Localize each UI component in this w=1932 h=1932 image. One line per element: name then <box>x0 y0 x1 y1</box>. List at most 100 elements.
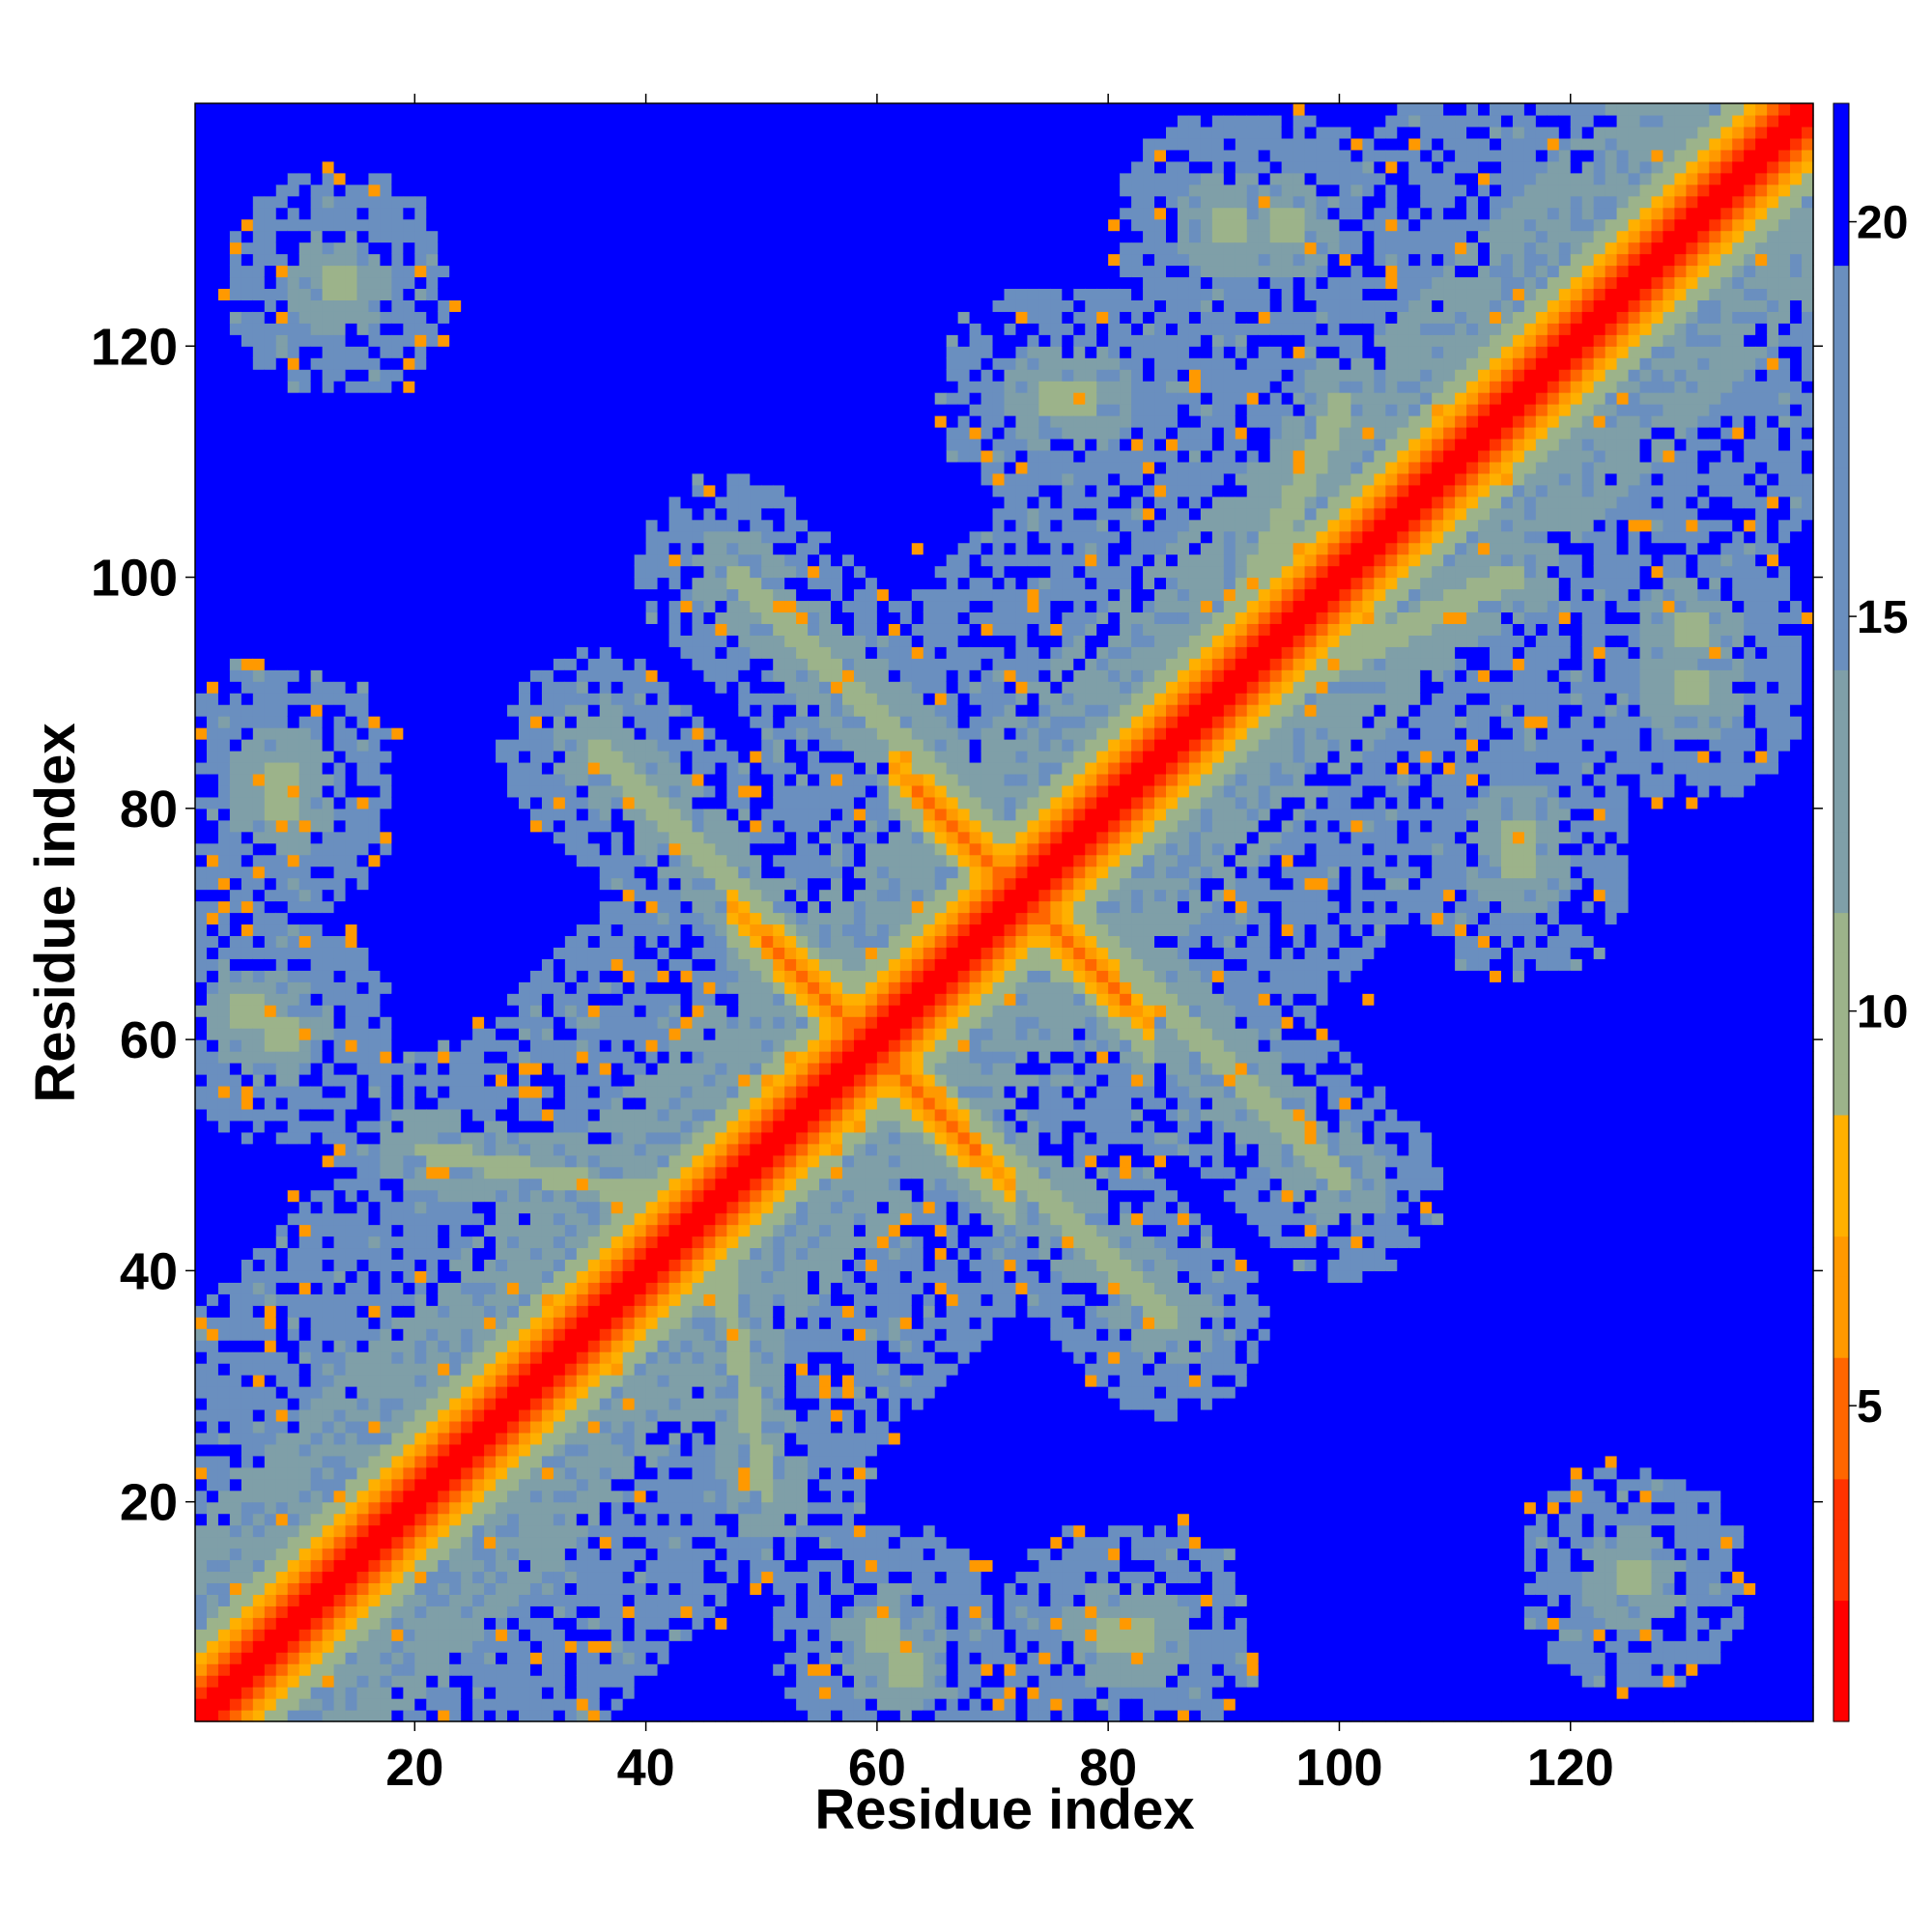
heatmap-cell <box>391 1363 404 1376</box>
heatmap-cell <box>356 507 370 521</box>
heatmap-cell <box>472 554 485 567</box>
heatmap-cell <box>529 842 543 856</box>
heatmap-cell <box>195 1201 208 1214</box>
heatmap-cell <box>564 461 578 474</box>
heatmap-cell <box>206 1351 219 1364</box>
heatmap-cell <box>403 1270 415 1283</box>
heatmap-cell <box>461 184 473 197</box>
heatmap-cell <box>391 1131 404 1145</box>
heatmap-cell <box>472 1571 485 1584</box>
heatmap-cell <box>380 993 392 1006</box>
heatmap-cell <box>403 265 415 278</box>
heatmap-cell <box>356 1605 370 1618</box>
heatmap-cell <box>241 1513 254 1526</box>
heatmap-cell <box>195 1189 208 1203</box>
heatmap-cell <box>587 265 601 278</box>
heatmap-cell <box>403 877 415 891</box>
heatmap-cell <box>264 693 277 705</box>
heatmap-cell <box>541 288 554 300</box>
heatmap-cell <box>391 1224 404 1237</box>
heatmap-cell <box>519 381 531 393</box>
heatmap-cell <box>438 530 450 544</box>
heatmap-cell <box>287 1074 300 1087</box>
heatmap-cell <box>333 1236 347 1249</box>
heatmap-cell <box>206 1455 219 1468</box>
heatmap-cell <box>449 669 462 682</box>
heatmap-cell <box>252 658 266 670</box>
heatmap-cell <box>461 1398 473 1410</box>
heatmap-cell <box>241 1131 254 1145</box>
heatmap-cell <box>298 449 312 463</box>
heatmap-cell <box>541 1640 554 1653</box>
heatmap-cell <box>472 970 485 982</box>
heatmap-cell <box>217 1398 231 1410</box>
heatmap-cell <box>449 819 462 833</box>
heatmap-cell <box>322 392 335 405</box>
heatmap-cell <box>252 288 266 300</box>
heatmap-cell <box>217 1154 231 1168</box>
heatmap-cell <box>287 542 300 555</box>
heatmap-cell <box>529 1513 543 1526</box>
heatmap-cell <box>438 1548 450 1561</box>
heatmap-cell <box>368 704 382 717</box>
heatmap-cell <box>206 496 219 509</box>
heatmap-cell <box>403 1617 415 1630</box>
heatmap-cell <box>438 1201 450 1214</box>
heatmap-cell <box>298 1317 312 1329</box>
heatmap-cell <box>252 1490 266 1503</box>
heatmap-cell <box>217 137 231 151</box>
heatmap-cell <box>252 1675 266 1688</box>
heatmap-cell <box>298 1398 312 1410</box>
heatmap-cell <box>391 1571 404 1584</box>
heatmap-cell <box>298 530 312 544</box>
heatmap-cell <box>507 1629 520 1641</box>
heatmap-cell <box>426 588 439 602</box>
heatmap-cell <box>264 842 277 856</box>
heatmap-cell <box>275 1582 289 1595</box>
heatmap-cell <box>264 1375 277 1387</box>
heatmap-cell <box>449 1478 462 1492</box>
heatmap-cell <box>576 1605 589 1618</box>
heatmap-cell <box>461 253 473 267</box>
heatmap-cell <box>564 1178 578 1191</box>
heatmap-cell <box>275 126 289 139</box>
heatmap-cell <box>449 1259 462 1271</box>
heatmap-cell <box>529 947 543 959</box>
heatmap-cell <box>310 935 324 948</box>
heatmap-cell <box>529 1074 543 1087</box>
heatmap-cell <box>380 1259 392 1271</box>
heatmap-cell <box>380 739 392 752</box>
heatmap-cell <box>449 160 462 174</box>
heatmap-cell <box>345 323 358 335</box>
heatmap-cell <box>391 449 404 463</box>
heatmap-cell <box>252 1513 266 1526</box>
heatmap-cell <box>438 195 450 209</box>
heatmap-cell <box>368 1478 382 1492</box>
heatmap-cell <box>287 693 300 705</box>
heatmap-cell <box>599 761 612 775</box>
heatmap-cell <box>322 1166 335 1179</box>
heatmap-cell <box>541 912 554 925</box>
heatmap-cell <box>472 253 485 267</box>
heatmap-cell <box>426 1305 439 1318</box>
heatmap-cell <box>241 1375 254 1387</box>
heatmap-cell <box>519 1687 531 1699</box>
heatmap-cell <box>356 588 370 602</box>
heatmap-cell <box>426 1640 439 1653</box>
heatmap-cell <box>519 831 531 844</box>
heatmap-cell <box>345 565 358 579</box>
heatmap-cell <box>553 242 566 255</box>
heatmap-cell <box>217 635 231 647</box>
heatmap-cell <box>438 1398 450 1410</box>
heatmap-cell <box>484 1408 497 1422</box>
heatmap-cell <box>368 1513 382 1526</box>
heatmap-cell <box>576 1259 589 1271</box>
heatmap-cell <box>564 1478 578 1492</box>
heatmap-cell <box>449 1351 462 1364</box>
heatmap-cell <box>287 438 300 451</box>
heatmap-cell <box>529 923 543 937</box>
heatmap-cell <box>368 1490 382 1503</box>
heatmap-cell <box>345 1698 358 1711</box>
heatmap-cell <box>449 1548 462 1561</box>
